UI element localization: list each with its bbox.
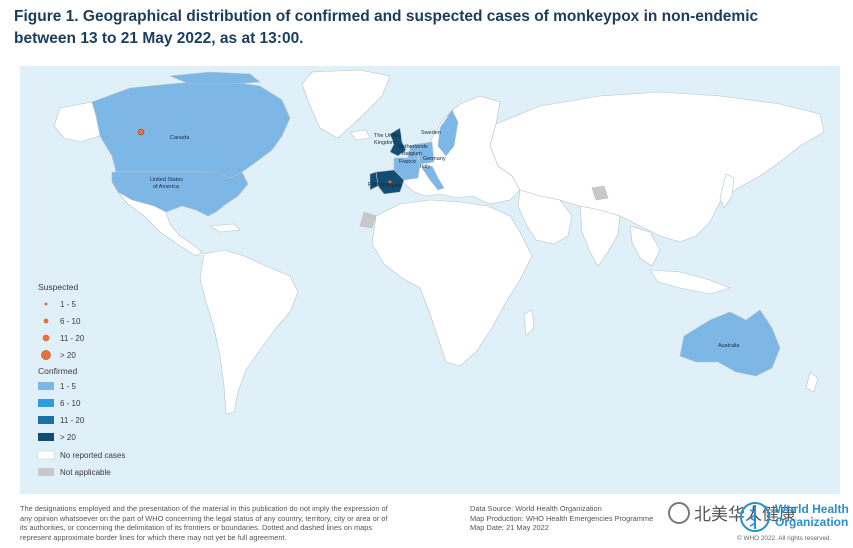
legend-suspected-label-4: > 20 xyxy=(60,351,76,360)
label-italy: Italy xyxy=(420,164,430,170)
legend-suspected-label-3: 11 - 20 xyxy=(60,334,85,343)
greenland xyxy=(301,69,391,139)
figure-title: Figure 1. Geographical distribution of c… xyxy=(14,8,759,47)
indonesia xyxy=(649,269,731,295)
legend-confirmed-label-1: 1 - 5 xyxy=(60,382,77,391)
japan xyxy=(719,173,735,209)
madagascar xyxy=(523,309,535,337)
caribbean xyxy=(209,223,241,233)
label-sweden: Sweden xyxy=(421,130,441,136)
disclaimer-line: any opinion whatsoever on the part of WH… xyxy=(20,513,388,523)
legend-confirmed-swatch-1 xyxy=(38,382,54,390)
map-date: Map Date: 21 May 2022 xyxy=(470,523,549,533)
mexico-central-america xyxy=(117,191,203,257)
legend-not-applicable-label: Not applicable xyxy=(60,468,111,477)
label-usa-line2: of America xyxy=(153,184,180,190)
country-sweden xyxy=(437,109,459,157)
africa xyxy=(371,199,533,367)
canada-arctic-islands xyxy=(169,71,261,85)
label-canada: Canada xyxy=(170,135,190,141)
suspected-marker-spain xyxy=(388,180,392,184)
label-usa-line1: United States xyxy=(150,177,183,183)
label-france: France xyxy=(399,159,416,165)
who-line-1: World Health xyxy=(775,502,849,516)
disclaimer-line: represent approximate border lines for w… xyxy=(20,532,287,542)
legend-confirmed-swatch-3 xyxy=(38,416,54,424)
label-uk-line1: The United xyxy=(374,133,401,139)
map-svg: Canada United States of America The Unit… xyxy=(20,66,840,494)
label-netherlands: Netherlands xyxy=(398,144,428,150)
country-uk xyxy=(389,127,407,157)
legend-confirmed-label-3: 11 - 20 xyxy=(60,416,85,425)
legend-not-applicable-swatch xyxy=(38,468,54,476)
country-portugal xyxy=(369,171,379,191)
legend-no-reported-swatch xyxy=(37,450,55,460)
legend-confirmed-swatch-2 xyxy=(38,399,54,407)
country-germany xyxy=(417,141,435,165)
south-america xyxy=(199,249,299,415)
world-map: Canada United States of America The Unit… xyxy=(20,66,840,494)
southeast-asia xyxy=(629,225,661,267)
label-australia: Australia xyxy=(718,343,740,349)
legend-suspected-label-1: 1 - 5 xyxy=(60,300,77,309)
wechat-icon xyxy=(668,501,690,524)
legend-suspected-symbol-3 xyxy=(42,334,50,342)
legend-confirmed-label-4: > 20 xyxy=(60,433,76,442)
label-germany: Germany xyxy=(423,156,446,162)
country-australia xyxy=(679,309,781,377)
data-source: Data Source: World Health Organization xyxy=(470,504,602,513)
kashmir-not-applicable xyxy=(591,185,609,201)
legend-suspected-symbol-2 xyxy=(43,318,49,324)
legend-confirmed-swatch-4 xyxy=(38,433,54,441)
iceland xyxy=(349,129,371,141)
middle-east xyxy=(517,189,573,245)
suspected-marker-canada xyxy=(137,128,145,136)
footer-disclaimer: The designations employed and the presen… xyxy=(20,504,460,542)
new-zealand xyxy=(805,371,819,393)
disclaimer-line: its authorities, or concerning the delim… xyxy=(20,523,373,533)
who-emblem-icon xyxy=(740,502,770,532)
label-spain: Spain xyxy=(388,183,402,189)
label-portugal: Portugal xyxy=(368,182,389,188)
legend-suspected-symbol-1 xyxy=(44,302,48,306)
label-belgium: Belgium xyxy=(402,151,422,157)
country-italy xyxy=(421,165,445,191)
legend-suspected-symbol-4 xyxy=(41,350,51,360)
label-uk-line2: Kingdom xyxy=(374,140,396,146)
alaska xyxy=(53,101,101,143)
legend-suspected-title: Suspected xyxy=(38,282,78,292)
india xyxy=(579,205,621,267)
legend-no-reported-label: No reported cases xyxy=(60,451,125,460)
map-legend: Suspected 1 - 5 6 - 10 11 - 20 > 20 Conf… xyxy=(37,282,125,477)
watermark-text: 北美华人健康 xyxy=(694,505,796,525)
watermark: 北美华人健康 xyxy=(668,500,796,525)
legend-suspected-label-2: 6 - 10 xyxy=(60,317,81,326)
map-production: Map Production: WHO Health Emergencies P… xyxy=(470,513,654,523)
legend-confirmed-title: Confirmed xyxy=(38,366,77,376)
who-line-2: Organization xyxy=(775,515,849,529)
footer-source: Data Source: World Health Organization M… xyxy=(470,504,690,533)
disclaimer-line: The designations employed and the presen… xyxy=(20,504,388,513)
western-sahara-not-applicable xyxy=(359,211,377,229)
copyright: © WHO 2022. All rights reserved. xyxy=(737,535,832,542)
legend-confirmed-label-2: 6 - 10 xyxy=(60,399,81,408)
who-logo-text: World Health Organization xyxy=(775,503,849,529)
